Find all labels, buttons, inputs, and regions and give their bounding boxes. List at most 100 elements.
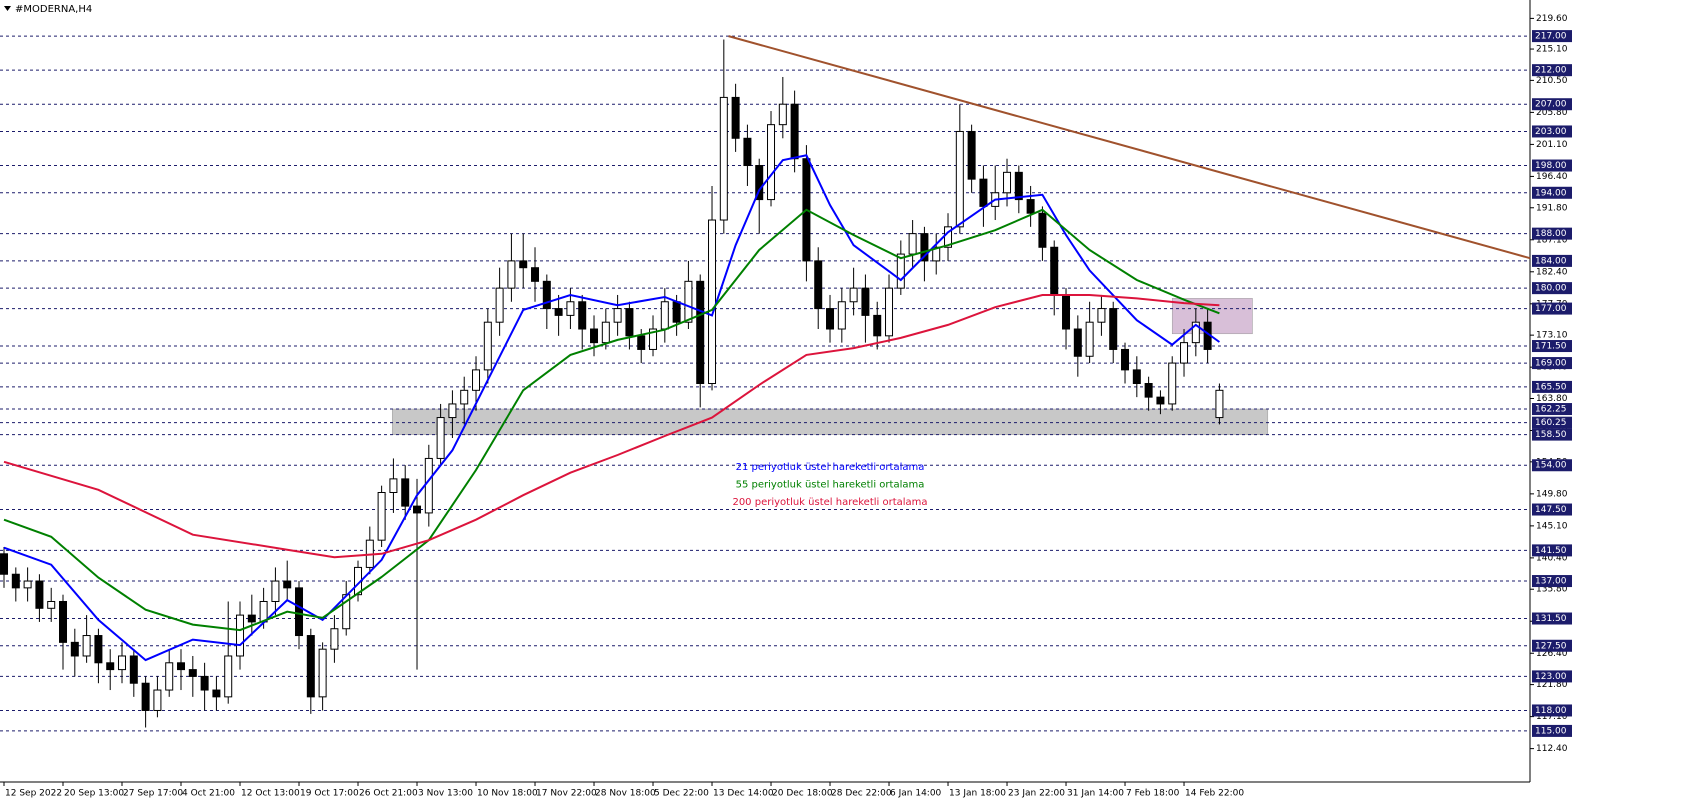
candle-body	[436, 417, 445, 459]
candle-body	[1085, 321, 1094, 357]
candle-body	[70, 641, 79, 657]
level-label-box	[1532, 254, 1572, 267]
level-label-box	[1532, 428, 1572, 441]
level-label: 123.00	[1535, 672, 1567, 682]
candle-body	[531, 267, 540, 282]
level-label: 207.00	[1535, 100, 1567, 110]
x-tick-label: 23 Jan 22:00	[1008, 789, 1065, 799]
candle-body	[472, 369, 481, 391]
candle-body	[908, 233, 917, 255]
level-label: 203.00	[1535, 127, 1567, 137]
candle-body	[271, 580, 280, 602]
level-label-box	[1532, 724, 1572, 737]
level-label: 147.50	[1535, 505, 1567, 515]
y-tick-label: 145.10	[1536, 521, 1568, 531]
candle-body	[47, 600, 56, 609]
candle-body	[755, 165, 764, 201]
x-tick-label: 6 Jan 14:00	[890, 789, 942, 799]
candle-body	[1109, 308, 1118, 350]
chart-title: #MODERNA,H4	[15, 4, 92, 15]
x-tick-label: 20 Sep 13:00	[64, 789, 124, 799]
level-label-box	[1532, 670, 1572, 683]
candle-body	[106, 662, 115, 671]
y-tick-label: 117.10	[1536, 712, 1568, 722]
y-tick-label: 182.40	[1536, 267, 1568, 277]
y-tick-label: 205.80	[1536, 108, 1568, 118]
x-tick-label: 31 Jan 14:00	[1067, 789, 1124, 799]
candle-body	[212, 689, 221, 698]
candle-body	[1014, 171, 1023, 201]
y-tick-label: 215.10	[1536, 45, 1568, 55]
candle-body	[200, 675, 209, 691]
level-label-box	[1532, 704, 1572, 717]
candle-body	[177, 662, 186, 671]
candle-body	[873, 314, 882, 337]
legend-entry: 21 periyotluk üstel hareketli ortalama	[736, 462, 925, 473]
level-label-box	[1532, 612, 1572, 625]
level-label: 217.00	[1535, 32, 1567, 42]
candle-body	[767, 124, 776, 201]
level-label-box	[1532, 159, 1572, 172]
candle-body	[1038, 212, 1047, 248]
level-label: 188.00	[1535, 229, 1567, 239]
candle-body	[495, 287, 504, 323]
candle-body	[413, 505, 422, 514]
y-tick-label: 112.40	[1536, 744, 1568, 754]
x-tick-label: 28 Nov 18:00	[595, 789, 656, 799]
level-label-box	[1532, 639, 1572, 652]
candle-body	[389, 478, 398, 493]
candle-body	[955, 130, 964, 228]
candle-body	[601, 321, 610, 344]
y-tick-label: 173.10	[1536, 331, 1568, 341]
y-tick-label: 196.40	[1536, 172, 1568, 182]
level-label: 131.50	[1535, 614, 1567, 624]
menu-arrow	[4, 6, 11, 11]
level-label: 180.00	[1535, 284, 1567, 294]
zone	[391, 408, 1269, 435]
candle-body	[507, 260, 516, 289]
candle-body	[401, 478, 410, 507]
y-tick-label: 140.40	[1536, 553, 1568, 563]
ema-line	[3, 154, 1220, 662]
candle-body	[542, 280, 551, 310]
y-tick-label: 121.80	[1536, 680, 1568, 690]
level-label: 169.00	[1535, 359, 1567, 369]
candle-body	[637, 335, 646, 350]
candle-body	[424, 457, 433, 514]
y-tick-label: 191.80	[1536, 203, 1568, 213]
candle-body	[578, 301, 587, 330]
level-label: 160.25	[1535, 418, 1567, 428]
candle-body	[129, 655, 138, 684]
candle-body	[224, 655, 233, 698]
candle-body	[625, 308, 634, 337]
candle-body	[1121, 348, 1130, 371]
y-tick-label: 163.80	[1536, 394, 1568, 404]
candle-body	[519, 260, 528, 269]
candle-body	[306, 635, 315, 698]
candle-body	[0, 553, 9, 575]
candle-body	[153, 689, 162, 711]
candle-body	[849, 287, 858, 303]
level-label-box	[1532, 416, 1572, 429]
candle-body	[790, 103, 799, 160]
x-tick-label: 12 Oct 13:00	[241, 789, 300, 799]
candle-body	[377, 491, 386, 541]
level-label-box	[1532, 64, 1572, 77]
candle-body	[649, 328, 658, 350]
level-label-box	[1532, 98, 1572, 111]
candle-body	[35, 580, 44, 609]
level-label-box	[1532, 459, 1572, 472]
candle-body	[1003, 171, 1012, 194]
candle-body	[236, 614, 245, 657]
level-label: 118.00	[1535, 706, 1567, 716]
candle-body	[1026, 199, 1035, 214]
level-label-box	[1532, 544, 1572, 557]
candle-body	[566, 301, 575, 316]
candle-body	[554, 308, 563, 316]
candle-body	[283, 580, 292, 589]
x-tick-label: 5 Dec 22:00	[654, 789, 709, 799]
level-label: 212.00	[1535, 66, 1567, 76]
level-label: 165.50	[1535, 382, 1567, 392]
y-tick-label: 187.10	[1536, 235, 1568, 245]
level-label: 194.00	[1535, 188, 1567, 198]
